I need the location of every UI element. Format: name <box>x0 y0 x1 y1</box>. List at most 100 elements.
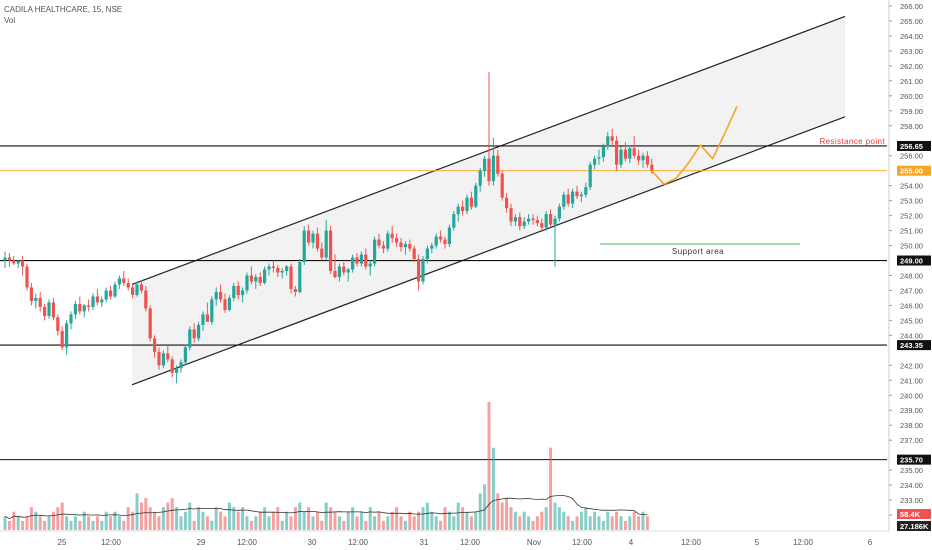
volume-bar <box>412 516 416 530</box>
candle-body <box>179 362 183 369</box>
candle-body <box>452 214 456 228</box>
volume-bar <box>60 502 64 530</box>
y-tick-label: 250.00 <box>900 242 923 251</box>
candle-body <box>227 297 231 310</box>
volume-bar <box>355 516 359 530</box>
candle-body <box>245 275 249 291</box>
volume-bar <box>562 511 566 530</box>
candle-body <box>104 290 108 300</box>
volume-bar <box>131 511 135 530</box>
volume-bar <box>117 516 121 530</box>
candle-body <box>73 303 77 315</box>
candle-body <box>456 206 460 215</box>
y-tick-label: 253.00 <box>900 197 923 206</box>
volume-bar <box>7 520 11 530</box>
y-tick-label: 266.00 <box>900 2 923 11</box>
volume-bar <box>377 511 381 530</box>
volume-bar <box>12 511 16 530</box>
y-tick-label: 241.00 <box>900 376 923 385</box>
volume-bar <box>43 520 47 530</box>
volume-bar <box>91 520 95 530</box>
candle-body <box>364 254 368 267</box>
volume-bar <box>443 507 447 530</box>
candle-body <box>346 269 350 273</box>
candle-body <box>60 330 64 348</box>
candle-body <box>126 282 130 288</box>
candle-body <box>166 353 170 360</box>
candle-body <box>509 208 513 222</box>
volume-bar <box>113 511 117 530</box>
candle-body <box>579 194 583 197</box>
y-tick-label: 264.00 <box>900 32 923 41</box>
candle-body <box>518 217 522 227</box>
channel-lower-line <box>131 116 846 386</box>
volume-bar <box>236 511 240 530</box>
volume-bar <box>65 516 69 530</box>
volume-bar <box>491 447 495 530</box>
volume-bar <box>505 498 509 530</box>
volume-bar <box>29 507 33 530</box>
candle-body <box>183 347 187 363</box>
candle-body <box>170 359 174 373</box>
volume-bar <box>315 511 319 530</box>
candle-body <box>500 173 504 198</box>
volume-bar <box>452 516 456 530</box>
volume-bar <box>214 507 218 530</box>
volume-bar <box>166 502 170 530</box>
y-tick-label: 254.00 <box>900 182 923 191</box>
candle-body <box>51 302 55 318</box>
x-tick-label: 12:00 <box>572 538 593 547</box>
y-tick-label: 261.00 <box>900 77 923 86</box>
candle-body <box>632 148 636 156</box>
x-tick-label: 29 <box>197 538 206 547</box>
volume-bar <box>197 507 201 530</box>
candle-body <box>148 308 152 339</box>
y-tick-label: 265.00 <box>900 17 923 26</box>
candle-body <box>584 187 588 195</box>
volume-bar <box>579 511 583 530</box>
volume-bar <box>522 511 526 530</box>
candle-body <box>87 305 91 307</box>
candle-body <box>496 155 500 174</box>
candle-body <box>386 233 390 249</box>
volume-bar <box>232 507 236 530</box>
x-tick-label: 6 <box>868 538 873 547</box>
y-tick-label: 237.00 <box>900 436 923 445</box>
candle-body <box>219 291 223 300</box>
candle-body <box>153 338 157 352</box>
candle-body <box>553 218 557 225</box>
volume-label: Vol <box>4 16 16 25</box>
candle-body <box>267 266 271 270</box>
candle-body <box>527 218 531 222</box>
candle-body <box>403 244 407 248</box>
volume-bar <box>496 493 500 530</box>
volume-bar <box>342 520 346 530</box>
volume-bar <box>386 516 390 530</box>
volume-bar <box>219 511 223 530</box>
candle-body <box>192 329 196 339</box>
x-tick-label: 12:00 <box>793 538 814 547</box>
volume-bar <box>575 516 579 530</box>
y-tick-label: 259.00 <box>900 107 923 116</box>
candle-body <box>280 270 284 273</box>
candle-body <box>16 260 20 264</box>
volume-bar <box>425 502 429 530</box>
candle-body <box>175 368 179 373</box>
volume-bar <box>623 520 627 530</box>
candle-body <box>619 149 623 165</box>
volume-badge-text: 58.4K <box>900 510 921 519</box>
x-tick-label: 31 <box>420 538 429 547</box>
candle-body <box>610 136 614 141</box>
volume-bar <box>179 516 183 530</box>
candle-body <box>535 220 539 224</box>
x-tick-label: 12:00 <box>681 538 702 547</box>
candle-body <box>214 291 218 300</box>
volume-bar <box>298 502 302 530</box>
volume-bar <box>487 402 491 530</box>
volume-bar <box>289 516 293 530</box>
volume-bar <box>263 507 267 530</box>
x-tick-label: 30 <box>308 538 317 547</box>
candle-body <box>258 276 262 283</box>
volume-bar <box>210 520 214 530</box>
